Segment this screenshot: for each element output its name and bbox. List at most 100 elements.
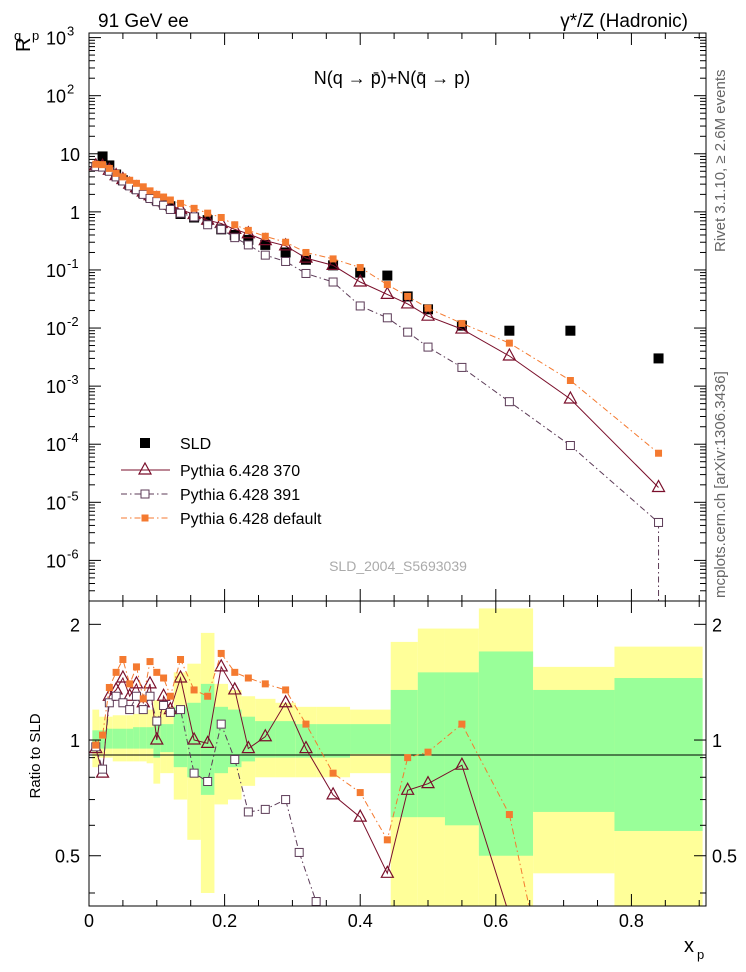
data-point: [355, 267, 366, 278]
y-axis-title-sup: q: [14, 28, 21, 43]
data-point: [458, 319, 466, 327]
ratio-point: [131, 691, 141, 701]
data-point: [421, 307, 436, 321]
ratio-point: [302, 720, 310, 728]
ratio-point: [143, 675, 158, 689]
y-tick-label-exponent: 3: [67, 24, 74, 39]
header-right: γ*/Z (Hadronic): [560, 11, 688, 32]
uncertainty-band-inner: [126, 728, 134, 749]
ratio-point: [454, 756, 469, 770]
data-point: [282, 238, 290, 246]
data-point: [654, 517, 664, 527]
ratio-point: [145, 691, 155, 701]
y-tick-label-exponent: -5: [67, 488, 79, 503]
y-tick-label: 1: [70, 203, 80, 223]
data-point: [92, 160, 100, 168]
ratio-point: [176, 705, 186, 715]
data-point: [356, 264, 364, 272]
uncertainty-band-inner: [146, 727, 154, 749]
ratio-plot-frame: [88, 600, 707, 907]
data-point: [260, 250, 270, 260]
ratio-series-pythia-6-428-default: [92, 649, 530, 906]
ratio-point: [353, 808, 368, 822]
uncertainty-band-inner: [533, 689, 615, 812]
uncertainty-band-inner: [133, 727, 140, 749]
ratio-point: [400, 782, 415, 795]
data-point: [565, 325, 576, 336]
data-point: [400, 295, 415, 309]
data-point: [382, 270, 393, 281]
data-point: [651, 479, 666, 493]
ratio-point: [421, 775, 436, 789]
ratio-point: [294, 847, 304, 857]
ratio-point: [149, 731, 164, 745]
legend-marker: [141, 514, 149, 522]
legend-label: Pythia 6.428 370: [180, 463, 300, 480]
ratio-point: [105, 683, 113, 691]
ratio-ticks: [88, 601, 706, 906]
data-point: [300, 254, 311, 265]
uncertainty-band-inner: [105, 728, 113, 749]
ratio-series-pythia-6-428-391: [91, 691, 321, 906]
ratio-point: [139, 695, 147, 703]
y-tick-label-exponent: -3: [67, 372, 79, 387]
ratio-point: [200, 735, 215, 749]
uncertainty-band-inner: [173, 706, 188, 768]
data-point: [243, 240, 253, 250]
ratio-point: [230, 754, 240, 764]
ratio-point: [231, 668, 239, 676]
ratio-point: [156, 687, 171, 701]
ratio-point: [104, 698, 114, 708]
legend-label: Pythia 6.428 default: [180, 511, 322, 528]
ratio-point: [261, 680, 269, 688]
uncertainty-band-inner: [200, 683, 215, 795]
data-point: [166, 196, 174, 204]
data-point: [244, 226, 252, 234]
data-point: [176, 208, 186, 218]
header-left: 91 GeV ee: [98, 11, 189, 32]
ratio-point: [204, 692, 212, 700]
ratio-point: [505, 811, 513, 819]
series-pythia-6-428-391: [91, 162, 664, 601]
ratio-y-tick-label-right: 2: [712, 615, 722, 635]
data-point: [126, 176, 134, 184]
x-tick-label: 0.2: [212, 911, 237, 931]
ratio-point: [216, 719, 226, 729]
legend: SLD Pythia 6.428 370 Pythia 6.428 391 Pythi…: [121, 436, 322, 528]
ratio-point: [326, 786, 341, 800]
legend-marker: [140, 489, 150, 499]
uncertainty-band-inner: [92, 730, 100, 749]
data-point: [177, 199, 185, 207]
ratio-plot: 0.5 0.51 12 2 0 0.2 0.4 0.6 0.8 Ratio to SLD x …: [27, 600, 737, 962]
series-line: [95, 163, 659, 454]
y-tick-label-exponent: -4: [67, 430, 79, 445]
ratio-point: [458, 720, 466, 728]
data-point: [216, 224, 226, 234]
legend-label: Pythia 6.428 391: [180, 487, 300, 504]
data-point: [382, 313, 392, 323]
ratio-point: [203, 777, 213, 787]
data-point: [329, 255, 337, 263]
ratio-point: [165, 707, 175, 717]
rivet-note: Rivet 3.1.10, ≥ 2.6M events: [712, 69, 729, 253]
ratio-y-tick-label: 1: [70, 731, 80, 751]
ratio-y-tick-label-right: 0.5: [712, 847, 737, 867]
ratio-point: [118, 698, 128, 708]
ratio-point: [424, 748, 432, 756]
ratio-point: [177, 656, 185, 664]
y-tick-label: 10: [46, 377, 66, 397]
ratio-point: [214, 658, 229, 672]
uncertainty-band-inner: [214, 706, 228, 774]
data-point: [189, 212, 199, 222]
ratio-point: [98, 764, 108, 774]
ratio-point: [132, 663, 140, 671]
data-point: [132, 179, 140, 187]
data-point: [153, 190, 161, 198]
ratio-point: [92, 741, 100, 749]
ratio-point: [153, 668, 161, 676]
ratio-point: [217, 649, 225, 657]
ratio-point: [111, 691, 121, 701]
ratio-point: [189, 768, 199, 778]
ratio-y-tick-labels: 0.5 0.5 1 1 2 2: [55, 615, 737, 866]
